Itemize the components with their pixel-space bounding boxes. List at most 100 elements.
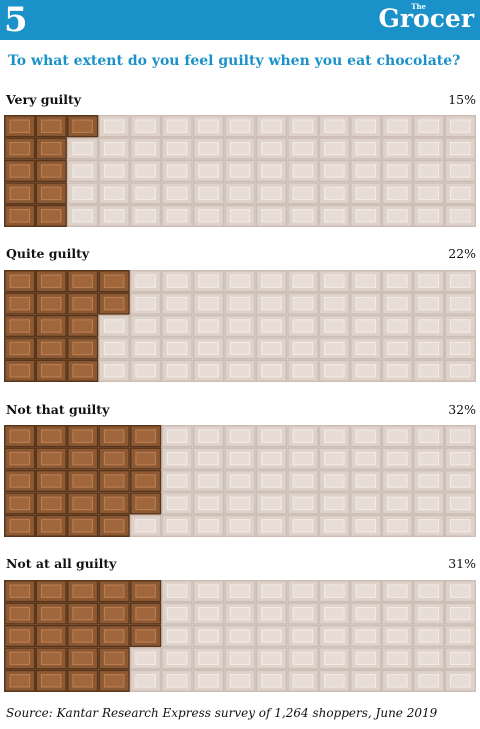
chocolate-piece-filled-very-guilty xyxy=(66,115,99,138)
chocolate-piece-empty-very-guilty xyxy=(161,137,193,160)
chocolate-piece-empty-very-guilty xyxy=(413,115,445,138)
chocolate-piece-empty-very-guilty xyxy=(192,137,225,160)
chocolate-piece-empty-not-at-all-guilty xyxy=(318,580,351,603)
chocolate-piece-empty-very-guilty xyxy=(224,204,256,227)
chocolate-piece-empty-quite-guilty xyxy=(224,337,256,360)
chocolate-piece-empty-very-guilty xyxy=(318,137,351,160)
chocolate-piece-empty-not-at-all-guilty xyxy=(444,580,476,603)
chocolate-piece-filled-not-that-guilty xyxy=(129,469,162,493)
chocolate-piece-empty-not-at-all-guilty xyxy=(192,602,225,625)
chocolate-piece-filled-not-that-guilty xyxy=(129,447,162,470)
chocolate-piece-empty-not-that-guilty xyxy=(413,447,445,470)
chocolate-piece-empty-very-guilty xyxy=(98,115,130,138)
chocolate-piece-empty-very-guilty xyxy=(255,137,288,160)
chocolate-piece-empty-very-guilty xyxy=(161,204,193,227)
chocolate-piece-empty-not-that-guilty xyxy=(287,425,319,448)
chocolate-piece-empty-not-that-guilty xyxy=(255,469,288,493)
chocolate-piece-empty-very-guilty xyxy=(98,137,130,160)
chocolate-piece-empty-not-at-all-guilty xyxy=(287,647,319,670)
chocolate-piece-empty-quite-guilty xyxy=(318,359,351,382)
chocolate-piece-empty-not-at-all-guilty xyxy=(350,647,382,670)
chocolate-piece-empty-quite-guilty xyxy=(444,292,476,315)
chocolate-piece-empty-not-at-all-guilty xyxy=(161,669,193,692)
chocolate-piece-filled-quite-guilty xyxy=(4,292,36,315)
chocolate-piece-filled-not-that-guilty xyxy=(129,425,162,448)
chocolate-piece-filled-quite-guilty xyxy=(35,292,67,315)
chocolate-piece-empty-quite-guilty xyxy=(224,359,256,382)
chocolate-piece-empty-very-guilty xyxy=(255,159,288,183)
chocolate-piece-empty-quite-guilty xyxy=(287,292,319,315)
chocolate-piece-empty-not-at-all-guilty xyxy=(318,602,351,625)
chocolate-piece-filled-not-at-all-guilty xyxy=(66,647,99,670)
chocolate-piece-empty-quite-guilty xyxy=(381,359,414,382)
chocolate-piece-empty-not-that-guilty xyxy=(381,447,414,470)
chocolate-piece-empty-not-that-guilty xyxy=(161,469,193,493)
chocolate-piece-empty-very-guilty xyxy=(444,204,476,227)
chocolate-piece-empty-not-at-all-guilty xyxy=(129,647,162,670)
chocolate-piece-filled-not-that-guilty xyxy=(98,492,130,515)
chocolate-piece-empty-not-that-guilty xyxy=(161,447,193,470)
chocolate-piece-empty-not-at-all-guilty xyxy=(413,602,445,625)
chocolate-piece-empty-not-at-all-guilty xyxy=(287,624,319,648)
chocolate-piece-empty-not-that-guilty xyxy=(161,492,193,515)
category-label-not-that-guilty: Not that guilty xyxy=(6,402,110,417)
chocolate-piece-empty-very-guilty xyxy=(224,159,256,183)
chocolate-piece-empty-quite-guilty xyxy=(255,359,288,382)
chocolate-piece-empty-very-guilty xyxy=(318,204,351,227)
chocolate-piece-empty-quite-guilty xyxy=(381,314,414,338)
chocolate-piece-empty-quite-guilty xyxy=(413,337,445,360)
chocolate-piece-empty-very-guilty xyxy=(66,204,99,227)
chocolate-piece-filled-not-that-guilty xyxy=(66,514,99,537)
source-note: Source: Kantar Research Express survey o… xyxy=(6,706,438,720)
chocolate-piece-empty-very-guilty xyxy=(287,182,319,205)
chocolate-piece-filled-not-that-guilty xyxy=(98,425,130,448)
chocolate-piece-filled-not-at-all-guilty xyxy=(98,624,130,648)
chocolate-piece-empty-very-guilty xyxy=(129,137,162,160)
chocolate-piece-filled-not-that-guilty xyxy=(35,469,67,493)
chocolate-piece-empty-quite-guilty xyxy=(413,359,445,382)
chocolate-piece-empty-not-that-guilty xyxy=(192,425,225,448)
chocolate-piece-empty-not-at-all-guilty xyxy=(287,602,319,625)
chocolate-piece-filled-not-at-all-guilty xyxy=(66,624,99,648)
chocolate-piece-empty-very-guilty xyxy=(98,159,130,183)
chocolate-piece-empty-very-guilty xyxy=(444,159,476,183)
chocolate-piece-filled-not-that-guilty xyxy=(4,492,36,515)
chocolate-piece-empty-quite-guilty xyxy=(350,314,382,338)
chocolate-piece-empty-very-guilty xyxy=(318,115,351,138)
chocolate-bar-not-that-guilty xyxy=(4,425,476,537)
chocolate-piece-filled-not-that-guilty xyxy=(35,425,67,448)
chocolate-piece-empty-quite-guilty xyxy=(192,292,225,315)
chocolate-piece-empty-quite-guilty xyxy=(350,292,382,315)
chocolate-piece-filled-very-guilty xyxy=(35,115,67,138)
chocolate-piece-empty-quite-guilty xyxy=(287,359,319,382)
chocolate-piece-filled-not-that-guilty xyxy=(98,514,130,537)
chocolate-piece-empty-not-at-all-guilty xyxy=(318,624,351,648)
chocolate-piece-filled-not-at-all-guilty xyxy=(129,580,162,603)
chocolate-piece-empty-not-that-guilty xyxy=(350,492,382,515)
chocolate-piece-filled-not-at-all-guilty xyxy=(35,580,67,603)
chocolate-piece-empty-very-guilty xyxy=(413,204,445,227)
chocolate-piece-empty-not-at-all-guilty xyxy=(413,624,445,648)
chocolate-piece-empty-quite-guilty xyxy=(318,292,351,315)
chocolate-piece-empty-not-at-all-guilty xyxy=(350,669,382,692)
chocolate-piece-empty-quite-guilty xyxy=(287,314,319,338)
chocolate-piece-empty-quite-guilty xyxy=(287,337,319,360)
category-label-quite-guilty: Quite guilty xyxy=(6,246,90,261)
chocolate-piece-empty-quite-guilty xyxy=(161,292,193,315)
chocolate-piece-empty-not-that-guilty xyxy=(381,492,414,515)
chocolate-piece-empty-not-at-all-guilty xyxy=(350,602,382,625)
chocolate-piece-empty-very-guilty xyxy=(66,137,99,160)
chocolate-piece-filled-not-at-all-guilty xyxy=(35,602,67,625)
chocolate-piece-empty-not-at-all-guilty xyxy=(192,580,225,603)
chocolate-piece-empty-very-guilty xyxy=(350,182,382,205)
chocolate-piece-empty-not-that-guilty xyxy=(381,469,414,493)
chocolate-piece-empty-not-that-guilty xyxy=(444,425,476,448)
chocolate-piece-empty-not-that-guilty xyxy=(444,447,476,470)
category-label-not-at-all-guilty: Not at all guilty xyxy=(6,556,117,571)
chocolate-piece-empty-very-guilty xyxy=(381,159,414,183)
chocolate-piece-filled-not-that-guilty xyxy=(66,492,99,515)
chocolate-piece-empty-not-that-guilty xyxy=(255,447,288,470)
chocolate-piece-empty-not-at-all-guilty xyxy=(192,647,225,670)
chocolate-piece-filled-quite-guilty xyxy=(66,270,99,293)
chocolate-piece-empty-very-guilty xyxy=(192,115,225,138)
